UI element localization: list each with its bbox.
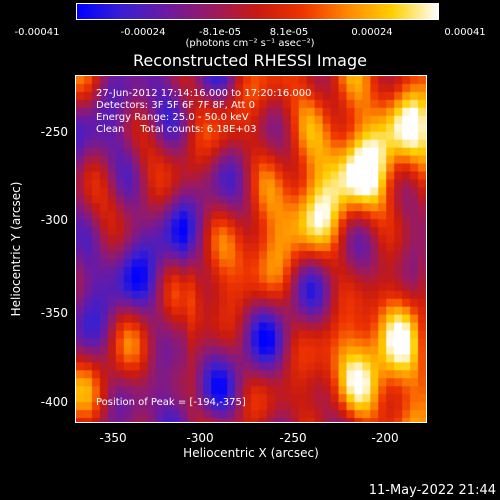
x-tick-label: -300 [186, 431, 214, 445]
colorbar-tick-label: 0.00041 [444, 27, 486, 38]
x-tick-label: -350 [99, 431, 127, 445]
annotation-time-range: 27-Jun-2012 17:14:16.000 to 17:20:16.000 [96, 88, 312, 99]
annotation-block: 27-Jun-2012 17:14:16.000 to 17:20:16.000… [96, 88, 312, 136]
x-axis-label: Heliocentric X (arcsec) [183, 446, 319, 460]
plot-title: Reconstructed RHESSI Image [133, 51, 367, 70]
y-tick-label: -250 [40, 125, 68, 139]
x-tick-label: -250 [279, 431, 307, 445]
y-tick-label: -400 [40, 395, 68, 409]
colorbar-tick-label: -8.1e-05 [199, 27, 241, 38]
colorbar-units: (photons cm⁻² s⁻¹ asec⁻²) [185, 38, 315, 49]
annotation-detectors: Detectors: 3F 5F 6F 7F 8F, Att 0 [96, 100, 256, 111]
annotation-energy-range: Energy Range: 25.0 - 50.0 keV [96, 112, 249, 123]
image-plot-area: 27-Jun-2012 17:14:16.000 to 17:20:16.000… [75, 75, 427, 423]
colorbar-tick-label: -0.00041 [14, 27, 60, 38]
rhessi-image-heatmap [76, 76, 426, 422]
colorbar [76, 3, 439, 20]
x-tick-label: -200 [371, 431, 399, 445]
timestamp: 11-May-2022 21:44 [368, 483, 496, 498]
colorbar-tick-label: -0.00024 [120, 27, 166, 38]
y-tick-label: -300 [40, 213, 68, 227]
colorbar-tick-label: 8.1e-05 [269, 27, 309, 38]
y-tick-label: -350 [40, 306, 68, 320]
annotation-peak-position: Position of Peak = [-194,-375] [96, 397, 246, 408]
colorbar-tick-label: 0.00024 [351, 27, 393, 38]
annotation-total-counts: Clean Total counts: 6.18E+03 [96, 124, 257, 135]
y-axis-label: Heliocentric Y (arcsec) [9, 181, 23, 317]
